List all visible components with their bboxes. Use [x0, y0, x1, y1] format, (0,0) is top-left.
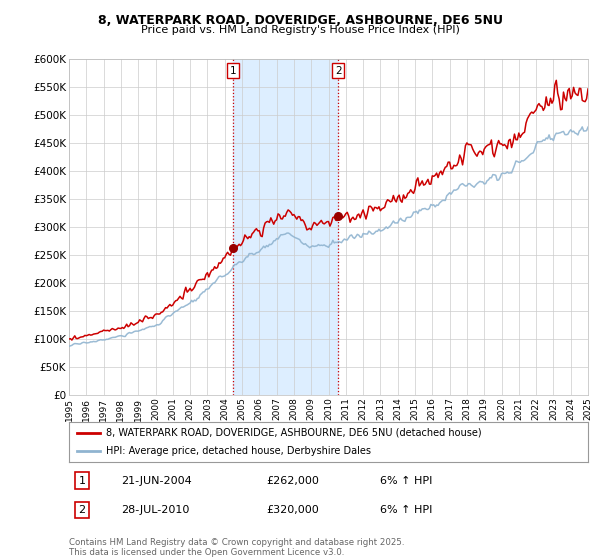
Bar	[233, 59, 338, 395]
Text: 1: 1	[79, 475, 85, 486]
Text: 21-JUN-2004: 21-JUN-2004	[121, 475, 191, 486]
Text: 6% ↑ HPI: 6% ↑ HPI	[380, 505, 433, 515]
Text: £262,000: £262,000	[266, 475, 319, 486]
Text: £320,000: £320,000	[266, 505, 319, 515]
Text: 28-JUL-2010: 28-JUL-2010	[121, 505, 189, 515]
Text: Contains HM Land Registry data © Crown copyright and database right 2025.
This d: Contains HM Land Registry data © Crown c…	[69, 538, 404, 557]
Text: 1: 1	[230, 66, 236, 76]
Text: 8, WATERPARK ROAD, DOVERIDGE, ASHBOURNE, DE6 5NU (detached house): 8, WATERPARK ROAD, DOVERIDGE, ASHBOURNE,…	[106, 428, 482, 437]
Text: 2: 2	[79, 505, 86, 515]
Text: 2: 2	[335, 66, 341, 76]
Text: HPI: Average price, detached house, Derbyshire Dales: HPI: Average price, detached house, Derb…	[106, 446, 371, 456]
Text: Price paid vs. HM Land Registry's House Price Index (HPI): Price paid vs. HM Land Registry's House …	[140, 25, 460, 35]
Text: 6% ↑ HPI: 6% ↑ HPI	[380, 475, 433, 486]
Text: 8, WATERPARK ROAD, DOVERIDGE, ASHBOURNE, DE6 5NU: 8, WATERPARK ROAD, DOVERIDGE, ASHBOURNE,…	[97, 14, 503, 27]
